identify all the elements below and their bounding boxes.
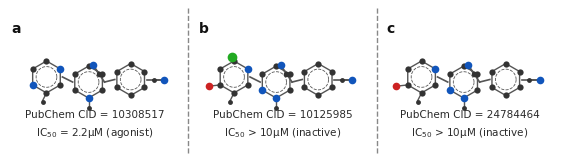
- Text: b: b: [198, 22, 208, 36]
- Text: a: a: [11, 22, 20, 36]
- Text: PubChem CID = 10308517: PubChem CID = 10308517: [25, 110, 165, 120]
- Text: IC$_{50}$ > 10μM (inactive): IC$_{50}$ > 10μM (inactive): [224, 126, 341, 140]
- Text: c: c: [386, 22, 394, 36]
- Text: IC$_{50}$ = 2.2μM (agonist): IC$_{50}$ = 2.2μM (agonist): [36, 126, 154, 140]
- Text: PubChem CID = 10125985: PubChem CID = 10125985: [212, 110, 353, 120]
- Text: PubChem CID = 24784464: PubChem CID = 24784464: [400, 110, 540, 120]
- Text: IC$_{50}$ > 10μM (inactive): IC$_{50}$ > 10μM (inactive): [411, 126, 529, 140]
